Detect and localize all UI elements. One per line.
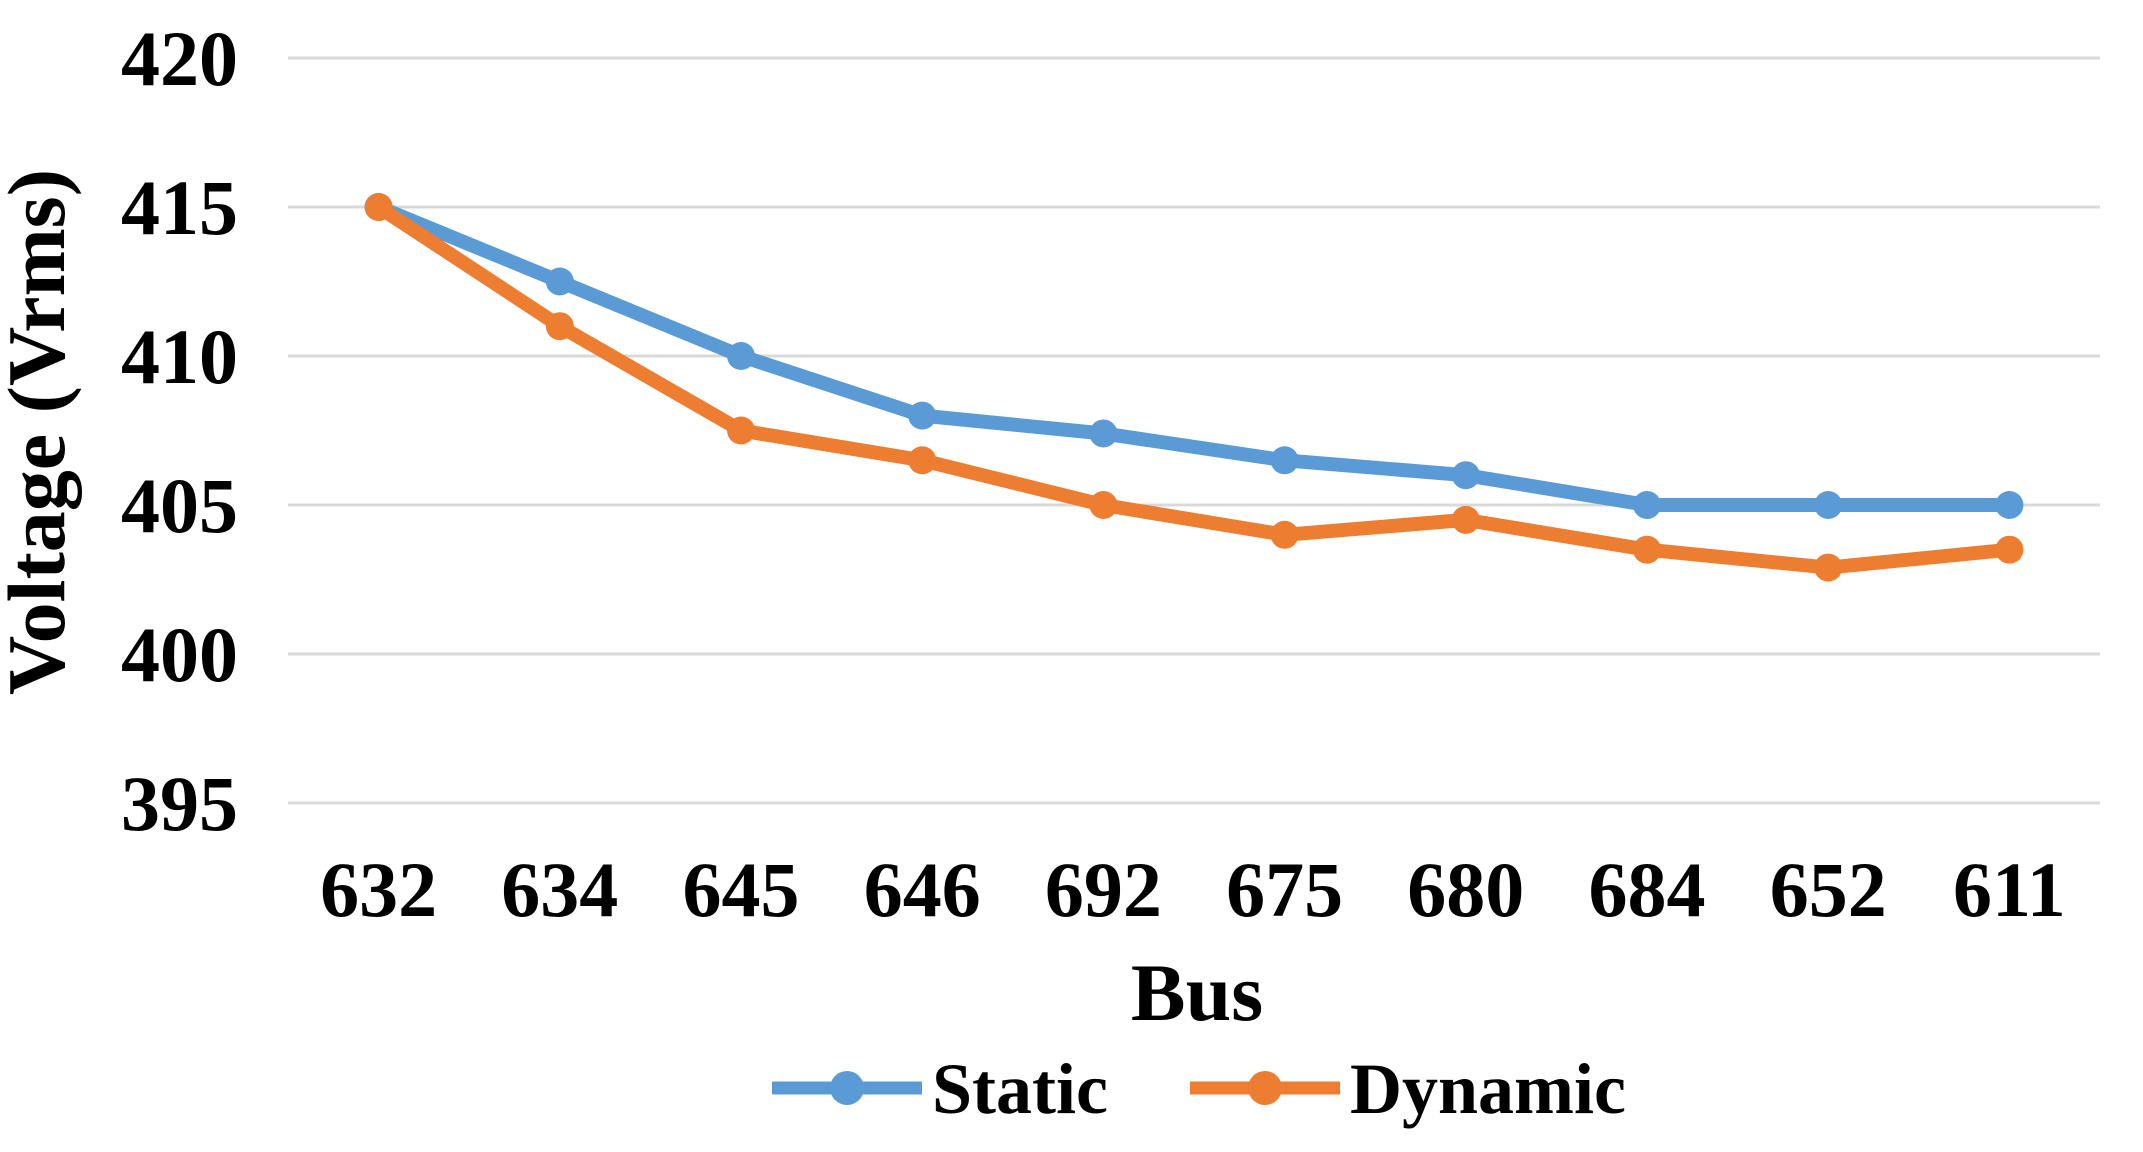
- x-axis-title: Bus: [1131, 947, 1263, 1038]
- x-tick-label: 652: [1770, 846, 1887, 933]
- gridlines: [288, 56, 2100, 805]
- data-point-dynamic-634: [545, 312, 574, 341]
- legend-item-dynamic: Dynamic: [1190, 1049, 1626, 1129]
- legend-item-static: Static: [772, 1049, 1108, 1129]
- data-point-dynamic-645: [727, 416, 755, 445]
- data-series: [364, 193, 2024, 582]
- series-line-static: [371, 200, 2017, 512]
- data-point-dynamic-652: [1814, 553, 1843, 582]
- data-point-static-645: [727, 342, 755, 370]
- x-axis-tick-labels: 632 634 645 646 692 675 680 684 652 611: [320, 846, 2066, 933]
- y-axis-title: Voltage (Vrms): [0, 169, 82, 695]
- data-point-dynamic-611: [1995, 535, 2024, 564]
- data-point-dynamic-632: [364, 193, 393, 221]
- data-point-static-646: [908, 401, 937, 430]
- static-series-dot-icon: [830, 1071, 864, 1105]
- dynamic-series-dot-icon: [1248, 1071, 1282, 1105]
- y-tick-label: 415: [121, 164, 238, 251]
- data-point-dynamic-692: [1089, 491, 1118, 519]
- data-point-static-675: [1270, 446, 1299, 475]
- y-tick-label: 410: [121, 313, 238, 400]
- x-tick-label: 675: [1226, 846, 1343, 933]
- legend-label-static: Static: [932, 1049, 1108, 1129]
- data-point-static-611: [1995, 491, 2024, 519]
- data-point-static-684: [1633, 491, 1661, 519]
- x-tick-label: 645: [683, 846, 800, 933]
- data-point-dynamic-680: [1451, 505, 1480, 534]
- data-point-static-652: [1814, 491, 1843, 519]
- data-point-static-692: [1089, 419, 1118, 448]
- y-tick-label: 400: [121, 611, 238, 698]
- data-point-static-634: [545, 267, 574, 296]
- x-tick-label: 646: [864, 846, 981, 933]
- data-point-dynamic-675: [1270, 520, 1299, 549]
- series-line-dynamic: [371, 200, 2017, 575]
- x-tick-label: 634: [501, 846, 618, 933]
- data-point-dynamic-646: [908, 446, 937, 475]
- y-tick-label: 420: [121, 15, 238, 102]
- legend-label-dynamic: Dynamic: [1350, 1049, 1626, 1129]
- x-tick-label: 692: [1045, 846, 1162, 933]
- y-tick-label: 405: [121, 462, 238, 549]
- x-tick-label: 684: [1589, 846, 1706, 933]
- x-tick-label: 632: [320, 846, 437, 933]
- data-point-static-680: [1451, 461, 1480, 490]
- y-tick-label: 395: [121, 760, 238, 847]
- data-point-dynamic-684: [1633, 535, 1661, 564]
- y-axis-tick-labels: 395 400 405 410 415 420: [121, 15, 238, 847]
- legend: Static Dynamic: [772, 1049, 1626, 1129]
- x-tick-label: 611: [1953, 846, 2066, 933]
- x-tick-label: 680: [1407, 846, 1524, 933]
